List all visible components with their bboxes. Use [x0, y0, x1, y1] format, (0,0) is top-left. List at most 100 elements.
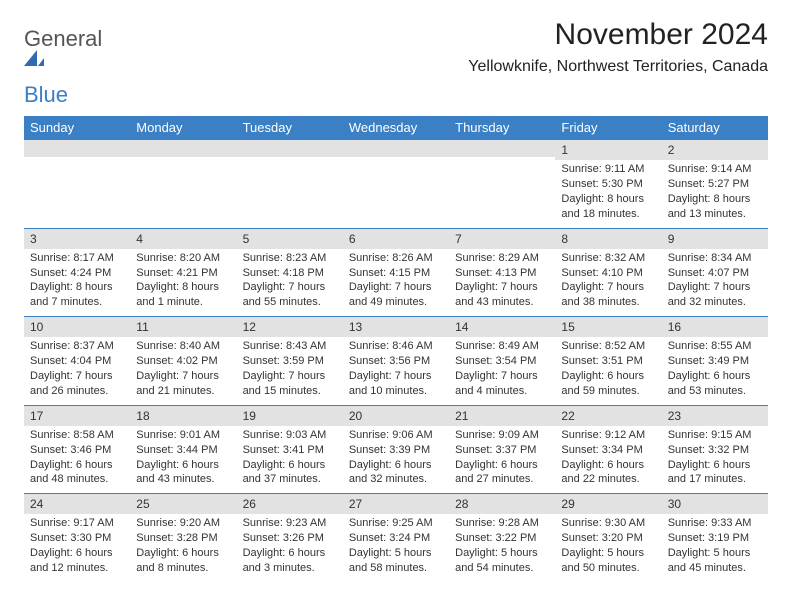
calendar-row: 17Sunrise: 8:58 AMSunset: 3:46 PMDayligh…: [24, 405, 768, 494]
empty-day-bar: [343, 139, 449, 157]
sunset-text: Sunset: 4:21 PM: [136, 266, 230, 281]
calendar-cell: 15Sunrise: 8:52 AMSunset: 3:51 PMDayligh…: [555, 316, 661, 405]
title-block: November 2024 Yellowknife, Northwest Ter…: [468, 18, 768, 76]
sunset-text: Sunset: 3:41 PM: [243, 443, 337, 458]
sunset-text: Sunset: 5:27 PM: [668, 177, 762, 192]
daylight-text: Daylight: 6 hours and 12 minutes.: [30, 546, 124, 576]
day-number: 19: [237, 405, 343, 426]
daylight-text: Daylight: 6 hours and 17 minutes.: [668, 458, 762, 488]
day-number: 27: [343, 493, 449, 514]
daylight-text: Daylight: 7 hours and 10 minutes.: [349, 369, 443, 399]
sail-icon: [24, 50, 102, 68]
calendar-cell: 20Sunrise: 9:06 AMSunset: 3:39 PMDayligh…: [343, 405, 449, 494]
sunrise-text: Sunrise: 9:15 AM: [668, 428, 762, 443]
daylight-text: Daylight: 7 hours and 26 minutes.: [30, 369, 124, 399]
sunset-text: Sunset: 3:51 PM: [561, 354, 655, 369]
day-number: 14: [449, 316, 555, 337]
sunrise-text: Sunrise: 9:33 AM: [668, 516, 762, 531]
calendar-cell: 5Sunrise: 8:23 AMSunset: 4:18 PMDaylight…: [237, 228, 343, 317]
sunrise-text: Sunrise: 9:03 AM: [243, 428, 337, 443]
sunrise-text: Sunrise: 8:26 AM: [349, 251, 443, 266]
day-body: Sunrise: 8:58 AMSunset: 3:46 PMDaylight:…: [24, 426, 130, 493]
sunset-text: Sunset: 4:15 PM: [349, 266, 443, 281]
logo-text-bottom: Blue: [24, 82, 68, 107]
sunrise-text: Sunrise: 9:28 AM: [455, 516, 549, 531]
calendar-cell: [24, 139, 130, 228]
day-number: 8: [555, 228, 661, 249]
sunset-text: Sunset: 3:32 PM: [668, 443, 762, 458]
daylight-text: Daylight: 8 hours and 13 minutes.: [668, 192, 762, 222]
sunset-text: Sunset: 3:34 PM: [561, 443, 655, 458]
day-header: Tuesday: [237, 116, 343, 139]
daylight-text: Daylight: 6 hours and 59 minutes.: [561, 369, 655, 399]
calendar-cell: 7Sunrise: 8:29 AMSunset: 4:13 PMDaylight…: [449, 228, 555, 317]
sunset-text: Sunset: 4:07 PM: [668, 266, 762, 281]
empty-day-bar: [449, 139, 555, 157]
calendar-cell: 19 Sunrise: 9:03 AMSunset: 3:41 PMDayligh…: [237, 405, 343, 494]
daylight-text: Daylight: 8 hours and 1 minute.: [136, 280, 230, 310]
day-number: 4: [130, 228, 236, 249]
sunset-text: Sunset: 3:30 PM: [30, 531, 124, 546]
day-header-row: Sunday Monday Tuesday Wednesday Thursday…: [24, 116, 768, 139]
calendar-cell: 1Sunrise: 9:11 AMSunset: 5:30 PMDaylight…: [555, 139, 661, 228]
sunset-text: Sunset: 3:20 PM: [561, 531, 655, 546]
day-number: 30: [662, 493, 768, 514]
calendar-cell: 10Sunrise: 8:37 AMSunset: 4:04 PMDayligh…: [24, 316, 130, 405]
daylight-text: Daylight: 6 hours and 27 minutes.: [455, 458, 549, 488]
sunset-text: Sunset: 4:13 PM: [455, 266, 549, 281]
calendar-cell: 23Sunrise: 9:15 AMSunset: 3:32 PMDayligh…: [662, 405, 768, 494]
calendar-row: 1Sunrise: 9:11 AMSunset: 5:30 PMDaylight…: [24, 139, 768, 228]
daylight-text: Daylight: 7 hours and 43 minutes.: [455, 280, 549, 310]
calendar-cell: 6 Sunrise: 8:26 AMSunset: 4:15 PMDaylight…: [343, 228, 449, 317]
day-number: 11: [130, 316, 236, 337]
sunrise-text: Sunrise: 8:17 AM: [30, 251, 124, 266]
calendar-cell: 18Sunrise: 9:01 AMSunset: 3:44 PMDayligh…: [130, 405, 236, 494]
sunset-text: Sunset: 3:22 PM: [455, 531, 549, 546]
day-number: 22: [555, 405, 661, 426]
day-number: 6: [343, 228, 449, 249]
day-number: 5: [237, 228, 343, 249]
day-number: 3: [24, 228, 130, 249]
day-body: Sunrise: 9:23 AMSunset: 3:26 PMDaylight:…: [237, 514, 343, 581]
day-body: Sunrise: 9:15 AMSunset: 3:32 PMDaylight:…: [662, 426, 768, 493]
calendar-cell: 12Sunrise: 8:43 AMSunset: 3:59 PMDayligh…: [237, 316, 343, 405]
sunrise-text: Sunrise: 8:40 AM: [136, 339, 230, 354]
day-body: Sunrise: 8:20 AMSunset: 4:21 PMDaylight:…: [130, 249, 236, 316]
sunrise-text: Sunrise: 9:09 AM: [455, 428, 549, 443]
sunrise-text: Sunrise: 8:46 AM: [349, 339, 443, 354]
calendar-cell: 11Sunrise: 8:40 AMSunset: 4:02 PMDayligh…: [130, 316, 236, 405]
calendar-row: 3Sunrise: 8:17 AMSunset: 4:24 PMDaylight…: [24, 228, 768, 317]
day-body: Sunrise: 8:55 AMSunset: 3:49 PMDaylight:…: [662, 337, 768, 404]
day-body: Sunrise: 8:40 AMSunset: 4:02 PMDaylight:…: [130, 337, 236, 404]
sunset-text: Sunset: 3:19 PM: [668, 531, 762, 546]
logo-text: General Blue: [24, 28, 102, 106]
daylight-text: Daylight: 8 hours and 18 minutes.: [561, 192, 655, 222]
day-number: 1: [555, 139, 661, 160]
empty-day-bar: [24, 139, 130, 157]
daylight-text: Daylight: 7 hours and 15 minutes.: [243, 369, 337, 399]
day-header: Saturday: [662, 116, 768, 139]
daylight-text: Daylight: 7 hours and 21 minutes.: [136, 369, 230, 399]
calendar-cell: [449, 139, 555, 228]
calendar-cell: 29Sunrise: 9:30 AMSunset: 3:20 PMDayligh…: [555, 493, 661, 582]
calendar-cell: 26Sunrise: 9:23 AMSunset: 3:26 PMDayligh…: [237, 493, 343, 582]
sunset-text: Sunset: 3:37 PM: [455, 443, 549, 458]
daylight-text: Daylight: 6 hours and 37 minutes.: [243, 458, 337, 488]
day-number: 9: [662, 228, 768, 249]
sunset-text: Sunset: 3:56 PM: [349, 354, 443, 369]
sunrise-text: Sunrise: 8:58 AM: [30, 428, 124, 443]
sunset-text: Sunset: 3:54 PM: [455, 354, 549, 369]
day-number: 2: [662, 139, 768, 160]
sunset-text: Sunset: 3:26 PM: [243, 531, 337, 546]
logo-text-top: General: [24, 26, 102, 51]
sunset-text: Sunset: 3:39 PM: [349, 443, 443, 458]
sunrise-text: Sunrise: 8:23 AM: [243, 251, 337, 266]
daylight-text: Daylight: 7 hours and 4 minutes.: [455, 369, 549, 399]
day-body: Sunrise: 8:52 AMSunset: 3:51 PMDaylight:…: [555, 337, 661, 404]
sunrise-text: Sunrise: 8:43 AM: [243, 339, 337, 354]
calendar-cell: 9Sunrise: 8:34 AMSunset: 4:07 PMDaylight…: [662, 228, 768, 317]
day-number: 10: [24, 316, 130, 337]
day-number: 15: [555, 316, 661, 337]
daylight-text: Daylight: 7 hours and 49 minutes.: [349, 280, 443, 310]
sunset-text: Sunset: 5:30 PM: [561, 177, 655, 192]
